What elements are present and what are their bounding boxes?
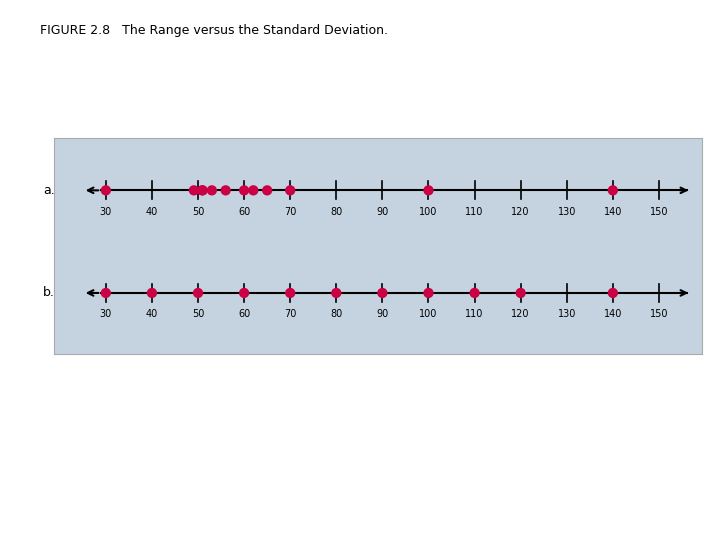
Text: 60: 60 xyxy=(238,207,251,217)
Text: a.: a. xyxy=(43,184,55,197)
Text: 130: 130 xyxy=(557,309,576,319)
Text: PEARSON: PEARSON xyxy=(602,508,698,526)
Text: ALWAYS LEARNING: ALWAYS LEARNING xyxy=(14,512,103,522)
Text: 80: 80 xyxy=(330,207,343,217)
Text: 140: 140 xyxy=(603,309,622,319)
Text: 110: 110 xyxy=(465,309,484,319)
Text: 110: 110 xyxy=(465,207,484,217)
Text: 100: 100 xyxy=(419,309,438,319)
Point xyxy=(377,288,388,297)
Text: 70: 70 xyxy=(284,309,297,319)
Point xyxy=(197,186,208,195)
Text: 140: 140 xyxy=(603,207,622,217)
Text: b.: b. xyxy=(43,286,55,300)
Text: 70: 70 xyxy=(284,207,297,217)
Point xyxy=(100,186,112,195)
Point xyxy=(607,288,618,297)
Text: 40: 40 xyxy=(146,207,158,217)
Text: 60: 60 xyxy=(238,309,251,319)
Text: 120: 120 xyxy=(511,309,530,319)
Text: 50: 50 xyxy=(192,309,204,319)
Text: Lillenfeld | Lynn | Namy | Woolf: Lillenfeld | Lynn | Namy | Woolf xyxy=(119,523,249,532)
Point xyxy=(469,288,480,297)
Text: 80: 80 xyxy=(330,309,343,319)
Point xyxy=(220,186,231,195)
Point xyxy=(238,288,250,297)
Point xyxy=(192,288,204,297)
Point xyxy=(261,186,273,195)
Text: FIGURE 2.8   The Range versus the Standard Deviation.: FIGURE 2.8 The Range versus the Standard… xyxy=(40,24,387,37)
Point xyxy=(188,186,199,195)
Point xyxy=(100,288,112,297)
Text: 130: 130 xyxy=(557,207,576,217)
Point xyxy=(284,186,296,195)
Point xyxy=(284,288,296,297)
Text: 30: 30 xyxy=(100,207,112,217)
Point xyxy=(330,288,342,297)
Text: 40: 40 xyxy=(146,309,158,319)
Point xyxy=(248,186,259,195)
Point xyxy=(515,288,526,297)
Point xyxy=(238,186,250,195)
Text: 100: 100 xyxy=(419,207,438,217)
Point xyxy=(197,186,208,195)
Point xyxy=(206,186,217,195)
Text: 120: 120 xyxy=(511,207,530,217)
Text: Understanding Psychology: from Inquiry to Understanding , Third Edition: Understanding Psychology: from Inquiry t… xyxy=(119,504,424,514)
Text: 150: 150 xyxy=(649,309,668,319)
Text: 90: 90 xyxy=(377,207,389,217)
Point xyxy=(423,288,434,297)
Text: 150: 150 xyxy=(649,207,668,217)
Point xyxy=(607,186,618,195)
Text: 30: 30 xyxy=(100,309,112,319)
Point xyxy=(423,186,434,195)
Text: 90: 90 xyxy=(377,309,389,319)
Point xyxy=(146,288,158,297)
Text: 50: 50 xyxy=(192,207,204,217)
